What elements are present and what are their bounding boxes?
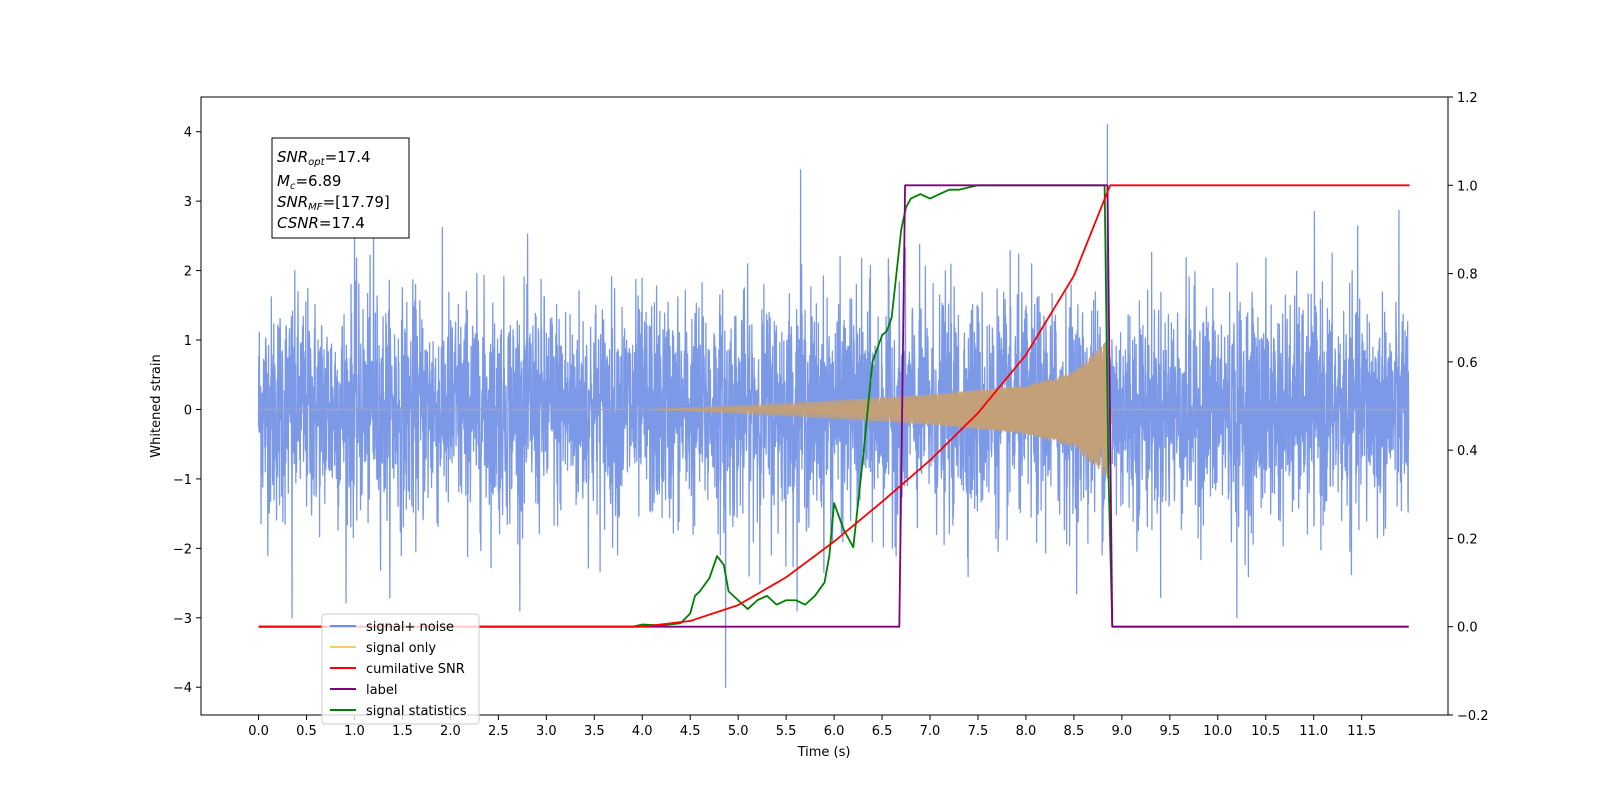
x-tick-label: 1.5 [392,724,413,739]
y-axis-right: −0.2 0.0 0.2 0.4 0.6 0.8 1.0 1.2 [1448,91,1489,724]
y-right-tick-label: 1.2 [1457,91,1478,106]
x-tick-label: 3.5 [584,724,605,739]
y-right-tick-label: 0.4 [1457,444,1478,459]
x-tick-label: 6.5 [872,724,893,739]
x-tick-label: 4.0 [632,724,653,739]
y-right-tick-label: 0.2 [1457,532,1478,547]
legend: signal+ noise signal only cumilative SNR… [321,613,480,725]
x-tick-label: 1.0 [344,724,365,739]
legend-label-signal-only: signal only [366,641,436,656]
y-left-tick-label: −3 [173,612,192,627]
y-right-tick-label: 1.0 [1457,179,1478,194]
y-right-tick-label: 0.0 [1457,621,1478,636]
x-tick-label: 2.0 [440,724,461,739]
x-tick-label: 7.0 [920,724,941,739]
legend-box [321,613,480,725]
x-tick-label: 8.0 [1016,724,1037,739]
series-line-label [258,184,1409,628]
x-tick-label: 9.0 [1112,724,1133,739]
annotation-mc: Mc=6.89 [277,172,341,192]
x-tick-label: 3.0 [536,724,557,739]
y-right-tick-label: −0.2 [1457,709,1489,724]
y-right-tick-label: 0.6 [1457,356,1478,371]
legend-label-signal-noise: signal+ noise [366,620,454,635]
y-axis-left-label: Whitened strain [149,354,164,457]
annotation-csnr: CSNR=17.4 [277,214,365,232]
series-layer [257,124,1410,688]
y-left-tick-label: 4 [184,126,192,141]
y-left-tick-label: 0 [184,403,192,418]
x-tick-label: 2.5 [488,724,509,739]
legend-label-cumulative-snr: cumilative SNR [366,662,465,677]
x-tick-label: 11.5 [1347,724,1376,739]
y-left-tick-label: 3 [184,195,192,210]
series-line-signal-statistics [258,184,1409,628]
x-tick-label: 0.5 [296,724,317,739]
x-axis-label: Time (s) [797,745,851,760]
annotation-snr-opt: SNRopt=17.4 [277,148,371,168]
y-left-tick-label: 2 [184,265,192,280]
y-left-tick-label: −4 [173,681,192,696]
series-line-signal-noise [257,124,1410,688]
x-tick-label: 11.0 [1299,724,1328,739]
x-tick-label: 10.5 [1251,724,1280,739]
annotation-box [271,137,410,239]
x-axis: 0.0 0.5 1.0 1.5 2.0 2.5 3.0 3.5 4.0 4.5 5.0 5.5 6.0 6… [248,715,1376,739]
x-tick-label: 5.5 [776,724,797,739]
x-tick-label: 9.5 [1159,724,1180,739]
x-tick-label: 5.0 [728,724,749,739]
legend-label-label: label [366,683,397,698]
x-tick-label: 0.0 [248,724,269,739]
plot-frame [200,96,1449,716]
x-tick-label: 4.5 [680,724,701,739]
y-left-tick-label: −2 [173,542,192,557]
annotation-snr-mf: SNRMF=[17.79] [277,193,390,213]
y-right-tick-label: 0.8 [1457,268,1478,283]
stats-annotation: SNRopt=17.4 Mc=6.89 SNRMF=[17.79] CSNR=1… [271,137,410,239]
x-tick-label: 8.5 [1064,724,1085,739]
x-tick-label: 6.0 [824,724,845,739]
series-line-signal-only [258,341,1409,479]
x-tick-label: 7.5 [968,724,989,739]
y-axis-left: −4 −3 −2 −1 0 1 2 3 4 [173,126,201,696]
legend-label-signal-statistics: signal statistics [366,704,467,719]
x-tick-label: 10.0 [1203,724,1232,739]
y-left-tick-label: 1 [184,334,192,349]
y-left-tick-label: −1 [173,473,192,488]
